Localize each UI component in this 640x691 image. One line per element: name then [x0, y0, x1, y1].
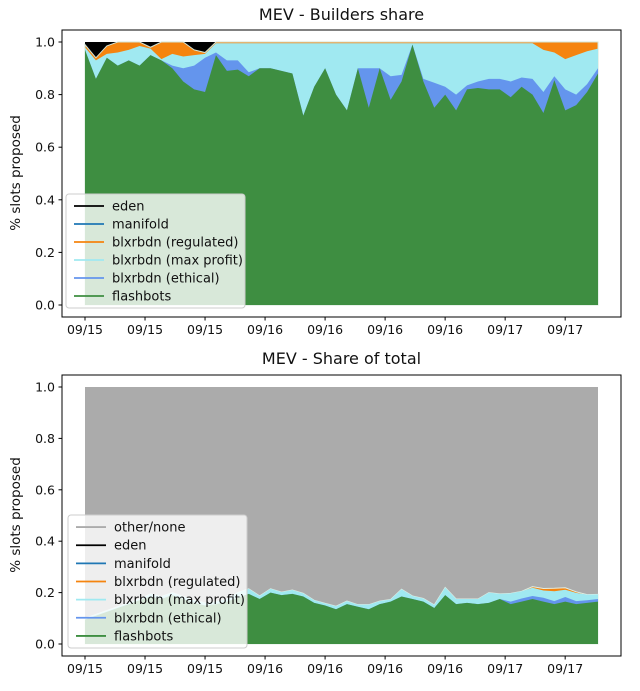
legend-label-blxrbdn-max-profit: blxrbdn (max profit) [114, 593, 245, 608]
legend-box [65, 193, 246, 309]
chart1-title: MEV - Builders share [258, 5, 425, 24]
x-tick-label: 09/16 [247, 661, 283, 676]
legend-label-flashbots: flashbots [114, 629, 173, 644]
y-axis: 0.0 0.2 0.4 0.6 0.8 1.0 [35, 380, 62, 652]
legend-label-blxrbdn-regulated: blxrbdn (regulated) [112, 236, 238, 251]
x-tick-label: 09/16 [247, 322, 283, 337]
legend-label-blxrbdn-max-profit: blxrbdn (max profit) [112, 254, 243, 269]
legend-label-manifold: manifold [112, 218, 169, 233]
y-tick-label: 1.0 [35, 380, 55, 395]
plot-frame [61, 29, 622, 318]
legend-label-other-none: other/none [114, 521, 185, 536]
x-tick-label: 09/15 [67, 661, 103, 676]
y-tick-label: 0.8 [35, 431, 55, 446]
y-tick-label: 0.0 [35, 637, 55, 652]
y-tick-label: 0.8 [35, 87, 55, 102]
legend-label-eden: eden [112, 200, 145, 215]
x-tick-label: 09/16 [307, 661, 343, 676]
legend-box [67, 514, 248, 649]
x-tick-label: 09/16 [427, 322, 463, 337]
x-tick-label: 09/15 [127, 661, 163, 676]
x-tick-label: 09/15 [187, 322, 223, 337]
x-tick-label: 09/17 [547, 661, 583, 676]
x-tick-label: 09/16 [367, 322, 403, 337]
x-tick-label: 09/15 [67, 322, 103, 337]
chart2-title: MEV - Share of total [261, 349, 422, 368]
y-tick-label: 0.6 [35, 140, 55, 155]
plot-frame [61, 374, 622, 657]
y-tick-label: 0.0 [35, 298, 55, 313]
y-tick-label: 0.4 [35, 534, 55, 549]
axes-area: 09/15 09/15 09/15 09/16 09/16 09/16 09/16 09/17… [35, 29, 622, 337]
x-tick-label: 09/17 [547, 322, 583, 337]
x-tick-label: 09/17 [487, 661, 523, 676]
y-tick-label: 0.6 [35, 482, 55, 497]
x-tick-label: 09/15 [187, 661, 223, 676]
y-axis: 0.0 0.2 0.4 0.6 0.8 1.0 [35, 35, 62, 313]
x-axis: 09/15 09/15 09/15 09/16 09/16 09/16 09/16 09/17… [67, 317, 583, 337]
axes-area: 09/15 09/15 09/15 09/16 09/16 09/16 09/16 09/17… [35, 374, 622, 676]
chart1-plot: 09/15 09/15 09/15 09/16 09/16 09/16 09/16 09/17… [35, 29, 622, 337]
x-tick-label: 09/15 [127, 322, 163, 337]
x-tick-label: 09/16 [427, 661, 463, 676]
y-tick-label: 0.2 [35, 585, 55, 600]
legend-label-blxrbdn-ethical: blxrbdn (ethical) [112, 272, 220, 287]
x-tick-label: 09/17 [487, 322, 523, 337]
x-axis: 09/15 09/15 09/15 09/16 09/16 09/16 09/16 09/17… [67, 656, 583, 676]
chart2-plot: 09/15 09/15 09/15 09/16 09/16 09/16 09/16 09/17… [35, 374, 622, 676]
legend-label-eden: eden [114, 539, 147, 554]
legend-label-manifold: manifold [114, 557, 171, 572]
legend-label-blxrbdn-regulated: blxrbdn (regulated) [114, 575, 240, 590]
y-tick-label: 0.4 [35, 192, 55, 207]
y-tick-label: 1.0 [35, 35, 55, 50]
x-tick-label: 09/16 [367, 661, 403, 676]
legend-label-flashbots: flashbots [112, 290, 171, 305]
legend: eden manifold blxrbdn (regulated) blxrbdn (… [65, 193, 246, 309]
x-tick-label: 09/16 [307, 322, 343, 337]
legend: other/none eden manifold blxrbdn (regulated… [67, 514, 248, 649]
y-tick-label: 0.2 [35, 245, 55, 260]
legend-label-blxrbdn-ethical: blxrbdn (ethical) [114, 611, 222, 626]
